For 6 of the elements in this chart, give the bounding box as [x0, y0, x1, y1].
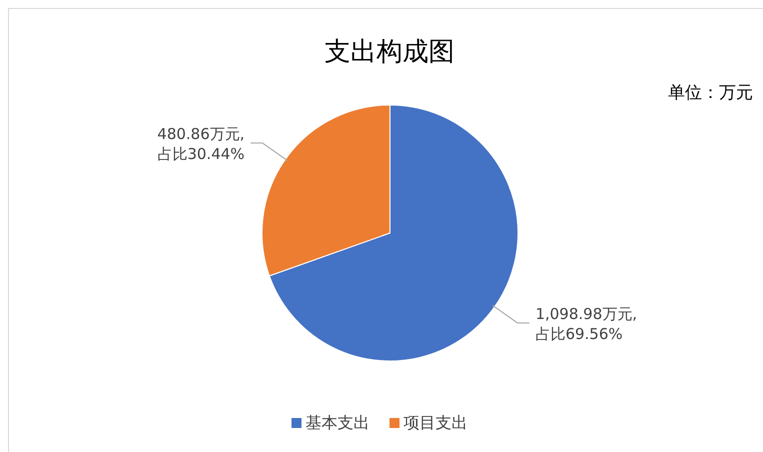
- legend-label: 项目支出: [404, 413, 468, 432]
- text: 单位：万元: [668, 83, 753, 103]
- chart-title: 支出构成图: [324, 37, 454, 67]
- data-label: 480.86万元, 占比30.44%: [157, 125, 245, 164]
- data-label: 1,098.98万元, 占比69.56%: [535, 304, 638, 343]
- legend-label: 基本支出: [306, 413, 370, 432]
